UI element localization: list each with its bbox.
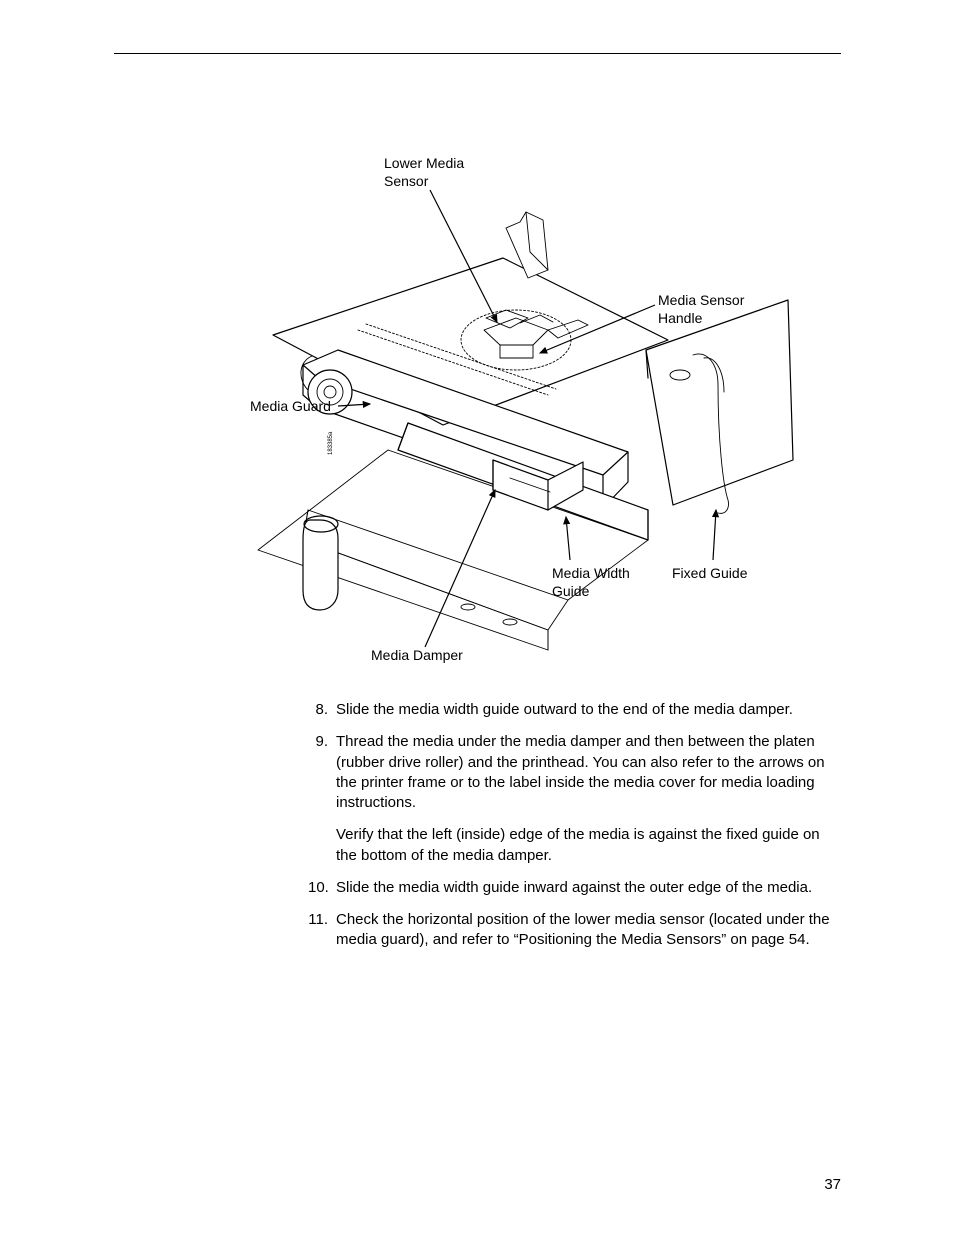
instruction-text: Check the horizontal position of the low… [336, 910, 838, 951]
instruction-text: Slide the media width guide outward to t… [336, 700, 838, 720]
callout-media-damper: Media Damper [371, 647, 463, 665]
instruction-number: 9. [308, 732, 336, 866]
instruction-block: 8. Slide the media width guide outward t… [308, 700, 838, 963]
callout-text: Fixed Guide [672, 565, 747, 581]
instruction-item: 9. Thread the media under the media damp… [308, 732, 838, 866]
instruction-text: Verify that the left (inside) edge of th… [336, 825, 838, 866]
instruction-list: 8. Slide the media width guide outward t… [308, 700, 838, 951]
callout-text: Media Damper [371, 647, 463, 663]
instruction-item: 11. Check the horizontal position of the… [308, 910, 838, 951]
callout-text: Guide [552, 583, 589, 599]
instruction-number: 11. [308, 910, 336, 951]
instruction-item: 8. Slide the media width guide outward t… [308, 700, 838, 720]
callout-media-guard: Media Guard [250, 398, 331, 416]
callout-fixed-guide: Fixed Guide [672, 565, 747, 583]
instruction-text: Slide the media width guide inward again… [336, 878, 838, 898]
callout-lower-media-sensor: Lower Media Sensor [384, 155, 464, 190]
figure-vertical-label: 183385a [328, 431, 334, 455]
header-rule [114, 53, 841, 54]
callout-text: Lower Media [384, 155, 464, 171]
instruction-text: Thread the media under the media damper … [336, 732, 838, 813]
callout-text: Sensor [384, 173, 428, 189]
callout-text: Handle [658, 310, 702, 326]
instruction-number: 8. [308, 700, 336, 720]
page: 183385a Lower Media Sensor Med [0, 0, 954, 1235]
callout-media-sensor-handle: Media Sensor Handle [658, 292, 744, 327]
callout-text: Media Guard [250, 398, 331, 414]
instruction-item: 10. Slide the media width guide inward a… [308, 878, 838, 898]
callout-media-width-guide: Media Width Guide [552, 565, 630, 600]
page-number: 37 [824, 1176, 841, 1193]
figure-media-loading: 183385a [248, 140, 808, 670]
printer-line-art: 183385a [248, 140, 808, 670]
callout-text: Media Sensor [658, 292, 744, 308]
callout-text: Media Width [552, 565, 630, 581]
instruction-number: 10. [308, 878, 336, 898]
